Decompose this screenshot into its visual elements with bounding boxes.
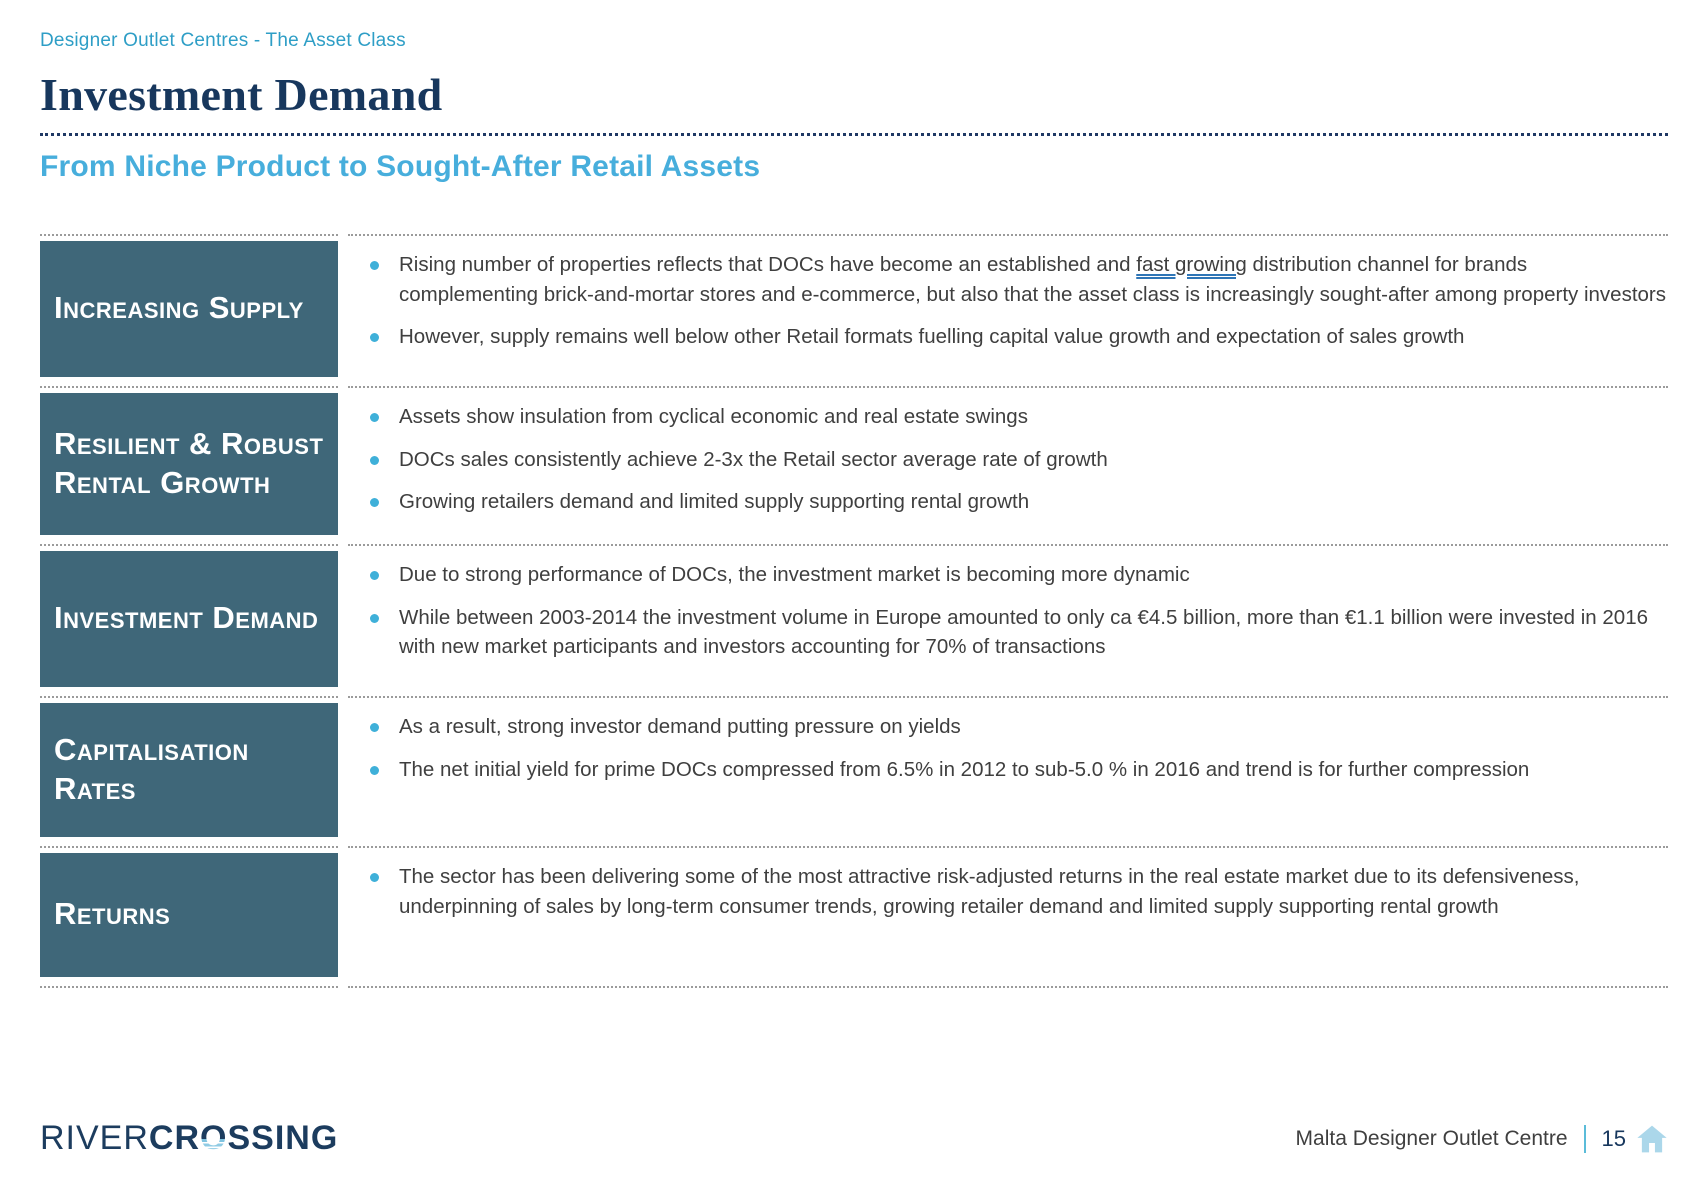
page-number: 15 bbox=[1601, 1125, 1626, 1151]
rivercrossing-logo: RIVERCROSSING bbox=[40, 1119, 338, 1158]
bullet-item: As a result, strong investor demand putt… bbox=[348, 712, 1668, 742]
row-label-text: Increasing Supply bbox=[54, 290, 304, 326]
row-label: Investment Demand bbox=[40, 551, 338, 687]
bullet-item: DOCs sales consistently achieve 2-3x the… bbox=[348, 445, 1668, 475]
bullet-text: DOCs sales consistently achieve 2-3x the… bbox=[399, 447, 1108, 471]
bullet-text: The sector has been delivering some of t… bbox=[399, 865, 1580, 918]
bullet-item: The sector has been delivering some of t… bbox=[348, 862, 1668, 921]
bullet-icon bbox=[370, 571, 379, 580]
row-label-column: Resilient & Robust Rental Growth bbox=[40, 386, 338, 544]
row-label: Returns bbox=[40, 853, 338, 977]
table-row: Investment Demand Due to strong performan… bbox=[40, 544, 1668, 696]
breadcrumb: Designer Outlet Centres - The Asset Clas… bbox=[40, 30, 406, 51]
page-subtitle: From Niche Product to Sought-After Retai… bbox=[40, 150, 761, 183]
bullet-item: Growing retailers demand and limited sup… bbox=[348, 487, 1668, 517]
footer-right: Malta Designer Outlet Centre 15 bbox=[1296, 1124, 1668, 1154]
row-label-text: Investment Demand bbox=[54, 600, 319, 636]
content-table: Increasing Supply Rising number of proper… bbox=[40, 234, 1668, 988]
bullet-item: While between 2003-2014 the investment v… bbox=[348, 603, 1668, 662]
row-label-text: Returns bbox=[54, 896, 171, 932]
row-label-column: Returns bbox=[40, 846, 338, 988]
page-number-separator bbox=[1583, 1124, 1586, 1153]
page-title: Investment Demand bbox=[40, 69, 443, 120]
slide: Designer Outlet Centres - The Asset Clas… bbox=[40, 30, 1668, 988]
bullet-text: Assets show insulation from cyclical eco… bbox=[399, 405, 1028, 428]
row-bullets: Rising number of properties reflects tha… bbox=[348, 234, 1668, 386]
title-divider bbox=[40, 133, 1668, 136]
bullet-text: The net initial yield for prime DOCs com… bbox=[399, 757, 1530, 781]
bullet-text: Rising number of properties reflects tha… bbox=[399, 253, 1667, 306]
underlined-text[interactable]: fast growing bbox=[1136, 253, 1247, 276]
bullet-icon bbox=[370, 413, 379, 422]
bullet-item: The net initial yield for prime DOCs com… bbox=[348, 755, 1668, 785]
logo-river-text: RIVER bbox=[40, 1119, 149, 1157]
bullet-text: While between 2003-2014 the investment v… bbox=[399, 605, 1648, 659]
table-row: Increasing Supply Rising number of proper… bbox=[40, 234, 1668, 386]
bullet-icon bbox=[370, 765, 379, 775]
row-label-column: Capitalisation Rates bbox=[40, 696, 338, 846]
row-label: Capitalisation Rates bbox=[40, 703, 338, 837]
table-row: Resilient & Robust Rental Growth Assets s… bbox=[40, 386, 1668, 544]
footer: RIVERCROSSING Malta Designer Outlet Cent… bbox=[40, 1119, 1668, 1158]
house-icon[interactable] bbox=[1636, 1124, 1668, 1154]
bullet-text: However, supply remains well below other… bbox=[399, 325, 1465, 349]
row-bullets: As a result, strong investor demand putt… bbox=[348, 696, 1668, 846]
bullet-item: Assets show insulation from cyclical eco… bbox=[348, 402, 1668, 432]
bullet-item: However, supply remains well below other… bbox=[348, 322, 1668, 352]
row-label: Increasing Supply bbox=[40, 241, 338, 377]
bullet-text: Due to strong performance of DOCs, the i… bbox=[399, 563, 1190, 586]
logo-wave-o: O bbox=[200, 1119, 228, 1157]
bullet-icon bbox=[370, 333, 379, 343]
bullet-item: Rising number of properties reflects tha… bbox=[348, 250, 1668, 309]
row-label-text: Capitalisation Rates bbox=[54, 731, 249, 806]
bullet-icon bbox=[370, 455, 379, 465]
bullet-text: As a result, strong investor demand putt… bbox=[399, 715, 961, 738]
row-label: Resilient & Robust Rental Growth bbox=[40, 393, 338, 535]
row-bullets: The sector has been delivering some of t… bbox=[348, 846, 1668, 988]
table-row: Capitalisation Rates As a result, strong … bbox=[40, 696, 1668, 846]
bullet-text: Growing retailers demand and limited sup… bbox=[399, 490, 1030, 514]
bullet-icon bbox=[370, 498, 379, 508]
bullet-icon bbox=[370, 261, 379, 270]
row-label-column: Investment Demand bbox=[40, 544, 338, 696]
row-bullets: Due to strong performance of DOCs, the i… bbox=[348, 544, 1668, 696]
bullet-icon bbox=[370, 723, 379, 732]
bullet-icon bbox=[370, 613, 379, 623]
project-name: Malta Designer Outlet Centre bbox=[1295, 1126, 1568, 1150]
row-bullets: Assets show insulation from cyclical eco… bbox=[348, 386, 1668, 544]
row-label-column: Increasing Supply bbox=[40, 234, 338, 386]
bullet-item: Due to strong performance of DOCs, the i… bbox=[348, 560, 1668, 590]
logo-crossing-text: CROSSING bbox=[148, 1119, 339, 1157]
row-label-text: Resilient & Robust Rental Growth bbox=[54, 425, 324, 500]
table-row: Returns The sector has been delivering so… bbox=[40, 846, 1668, 988]
bullet-icon bbox=[370, 873, 379, 882]
